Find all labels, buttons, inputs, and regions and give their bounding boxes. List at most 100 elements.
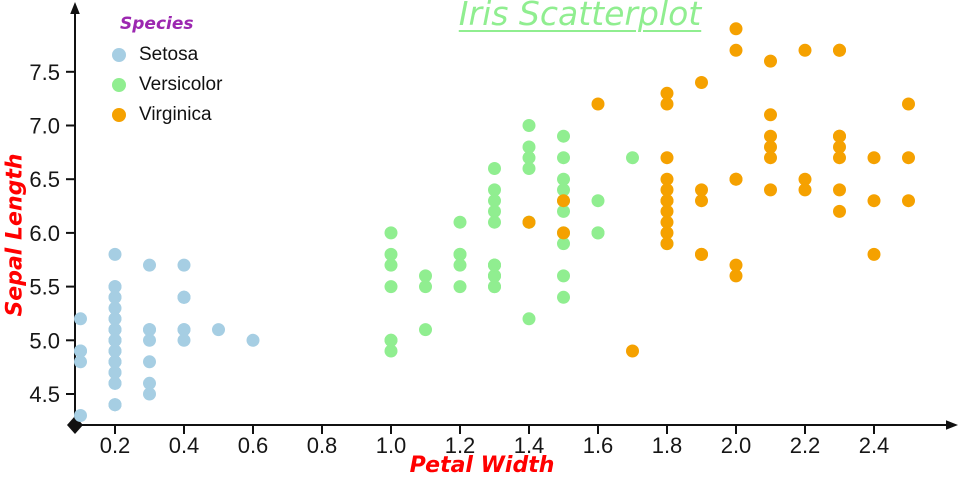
point-versicolor <box>557 237 570 251</box>
point-versicolor <box>591 194 605 208</box>
point-versicolor <box>488 280 501 294</box>
point-virginica <box>695 183 708 197</box>
point-setosa <box>143 323 156 337</box>
point-versicolor <box>384 226 398 240</box>
legend-dot-icon <box>112 47 126 62</box>
point-virginica <box>833 140 846 154</box>
point-virginica <box>833 129 846 143</box>
point-virginica <box>729 43 743 57</box>
point-versicolor <box>384 247 398 261</box>
point-virginica <box>557 226 570 240</box>
point-setosa <box>74 355 87 369</box>
point-setosa <box>108 398 122 412</box>
point-setosa <box>143 376 156 390</box>
point-versicolor <box>419 280 432 294</box>
x-tick-label: 1.0 <box>376 433 407 458</box>
point-versicolor <box>522 140 536 154</box>
point-virginica <box>729 269 743 283</box>
point-versicolor <box>384 280 398 294</box>
point-setosa <box>108 247 122 261</box>
point-setosa <box>177 290 191 304</box>
point-setosa <box>108 366 122 379</box>
legend-item-virginica: Virginica <box>112 105 222 124</box>
legend: Species Setosa Versicolor Virginica <box>112 14 222 135</box>
point-virginica <box>867 151 881 165</box>
point-virginica <box>660 151 674 165</box>
point-setosa <box>74 312 87 326</box>
point-virginica <box>660 183 674 197</box>
point-virginica <box>557 194 570 208</box>
point-setosa <box>143 387 156 401</box>
point-setosa <box>143 258 156 272</box>
point-setosa <box>246 333 260 347</box>
point-virginica <box>660 237 674 251</box>
point-versicolor <box>557 204 570 218</box>
point-versicolor <box>591 226 605 240</box>
legend-title: Species <box>120 14 194 34</box>
point-setosa <box>74 409 87 422</box>
point-setosa <box>177 258 191 272</box>
x-axis-arrow-icon <box>946 420 958 430</box>
point-versicolor <box>453 258 467 272</box>
point-virginica <box>729 22 743 36</box>
point-virginica <box>660 172 674 186</box>
point-versicolor <box>419 323 432 337</box>
legend-item-label: Versicolor <box>139 74 223 95</box>
point-versicolor <box>453 280 467 294</box>
point-virginica <box>867 194 881 208</box>
point-versicolor <box>626 151 639 165</box>
legend-item-label: Virginica <box>139 104 212 125</box>
point-virginica <box>902 97 915 111</box>
point-versicolor <box>488 269 501 283</box>
point-versicolor <box>522 162 536 175</box>
point-virginica <box>902 151 915 165</box>
legend-dot-icon <box>112 107 126 122</box>
y-tick-label: 7.5 <box>29 60 60 85</box>
x-tick-label: 1.4 <box>514 433 545 458</box>
point-versicolor <box>522 151 536 165</box>
legend-item-label: Setosa <box>139 44 199 65</box>
point-virginica <box>660 194 674 208</box>
point-versicolor <box>488 162 501 175</box>
point-virginica <box>660 86 674 100</box>
point-virginica <box>764 54 777 68</box>
point-virginica <box>764 108 777 122</box>
point-virginica <box>833 151 846 165</box>
point-virginica <box>626 344 639 358</box>
x-tick-label: 0.6 <box>238 433 269 458</box>
point-setosa <box>74 344 87 358</box>
point-versicolor <box>453 247 467 261</box>
point-setosa <box>108 376 122 390</box>
point-setosa <box>108 323 122 337</box>
point-versicolor <box>557 183 570 197</box>
point-versicolor <box>557 269 570 283</box>
point-virginica <box>591 97 605 111</box>
point-versicolor <box>453 215 467 229</box>
point-virginica <box>764 183 777 197</box>
y-tick-label: 7.0 <box>29 114 60 139</box>
point-versicolor <box>419 269 432 283</box>
legend-item-versicolor: Versicolor <box>112 75 222 94</box>
point-virginica <box>798 183 812 197</box>
point-setosa <box>108 312 122 326</box>
x-tick-label: 1.8 <box>652 433 683 458</box>
point-virginica <box>833 43 846 57</box>
x-tick-label: 2.0 <box>721 433 752 458</box>
point-setosa <box>212 323 225 337</box>
point-versicolor <box>522 312 536 326</box>
point-virginica <box>833 183 846 197</box>
point-setosa <box>177 323 191 337</box>
y-axis-arrow-icon <box>70 2 80 14</box>
y-tick-label: 4.5 <box>29 382 60 407</box>
point-setosa <box>177 333 191 347</box>
point-versicolor <box>488 194 501 208</box>
point-versicolor <box>488 258 501 272</box>
point-virginica <box>798 43 812 57</box>
point-setosa <box>108 301 122 315</box>
point-virginica <box>798 172 812 186</box>
point-versicolor <box>488 204 501 218</box>
point-versicolor <box>384 344 398 358</box>
point-setosa <box>143 355 156 369</box>
legend-dot-icon <box>112 77 126 92</box>
point-virginica <box>902 194 915 208</box>
